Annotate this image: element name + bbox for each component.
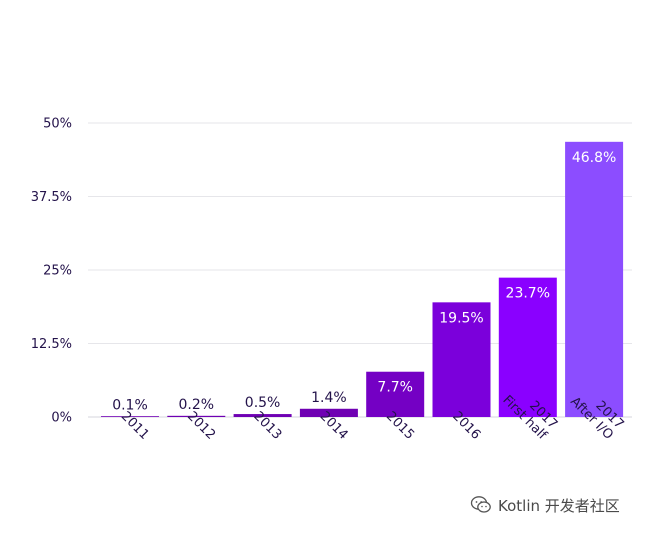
bar	[299, 408, 358, 417]
y-axis-ticks: 0% 12.5% 25% 37.5% 50%	[31, 117, 72, 426]
bars	[101, 141, 624, 418]
x-tick-label-line: 2013	[250, 409, 284, 443]
data-label: 1.4%	[311, 390, 347, 406]
x-tick-label: 2012	[184, 409, 218, 443]
wechat-icon	[470, 496, 491, 513]
x-tick-label: 2013	[250, 409, 284, 443]
y-tick-label: 37.5%	[31, 190, 72, 205]
watermark: Kotlin 开发者社区	[470, 494, 620, 516]
watermark-text: Kotlin 开发者社区	[498, 496, 620, 515]
data-label: 19.5%	[439, 310, 483, 326]
y-tick-label: 12.5%	[31, 337, 72, 352]
bar	[101, 416, 159, 417]
x-tick-label: 2011	[118, 409, 152, 443]
data-label: 7.7%	[377, 380, 413, 396]
data-label: 23.7%	[506, 286, 550, 302]
data-label: 0.2%	[179, 397, 215, 413]
y-tick-label: 50%	[43, 117, 72, 132]
data-labels: 0.1% 0.2% 0.5% 1.4% 7.7% 19.5% 23.7% 46.8%	[112, 150, 616, 414]
x-tick-label-line: 2011	[118, 409, 152, 443]
y-tick-label: 25%	[43, 264, 72, 279]
data-label: 0.5%	[245, 395, 281, 411]
y-tick-label: 0%	[51, 411, 72, 426]
data-label: 0.1%	[112, 397, 148, 413]
x-tick-label-line: 2012	[184, 409, 218, 443]
bar	[432, 302, 491, 417]
bar	[498, 277, 557, 417]
bar	[167, 415, 226, 417]
bar	[565, 141, 624, 418]
data-label: 46.8%	[572, 150, 616, 166]
bar	[233, 414, 292, 417]
bar	[366, 371, 425, 417]
